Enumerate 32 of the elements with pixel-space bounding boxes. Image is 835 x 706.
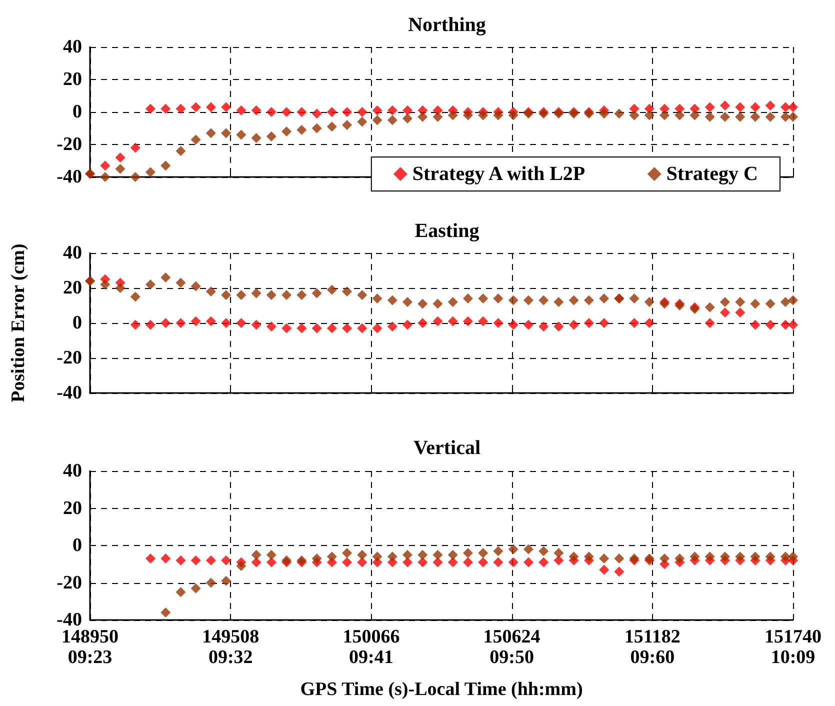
y-tick-label: 0 [72, 312, 82, 334]
y-tick-label: -40 [56, 382, 82, 404]
y-tick-label: 20 [63, 278, 82, 298]
x-axis-title: GPS Time (s)-Local Time (hh:mm) [300, 679, 583, 700]
x2-tick-label: 09:50 [490, 647, 534, 668]
legend-label: Strategy A with L2P [412, 163, 586, 185]
y-tick-label: 0 [72, 535, 82, 556]
y-tick-label: 20 [63, 498, 82, 519]
y-tick-label: -20 [56, 572, 82, 594]
y-tick-label: -20 [56, 348, 82, 368]
x2-tick-label: 10:09 [770, 647, 816, 668]
chart-title: Northing [408, 14, 486, 36]
x2-tick-label: 09:60 [630, 647, 675, 668]
y-tick-label: 40 [63, 36, 82, 58]
y-tick-label: -40 [56, 166, 82, 188]
chart-title: Easting [414, 220, 480, 242]
y-tick-label: -20 [56, 134, 82, 155]
x-tick-label: 151740 [764, 626, 822, 648]
x-tick-label: 150066 [342, 626, 400, 648]
x-tick-label: 151182 [624, 626, 680, 648]
y-tick-label: 40 [63, 242, 82, 264]
x2-tick-label: 09:32 [208, 647, 253, 668]
y-tick-label: 0 [72, 102, 82, 122]
y-axis-title: Position Error (cm) [8, 244, 29, 402]
chart-title: Vertical [413, 437, 481, 459]
x2-tick-label: 09:23 [68, 647, 112, 668]
legend-label: Strategy C [666, 163, 758, 185]
y-tick-label: 20 [63, 69, 82, 90]
x-tick-label: 149508 [202, 626, 260, 648]
x2-tick-label: 09:41 [349, 647, 394, 668]
y-tick-label: 40 [63, 460, 82, 482]
x-tick-label: 150624 [483, 626, 541, 648]
